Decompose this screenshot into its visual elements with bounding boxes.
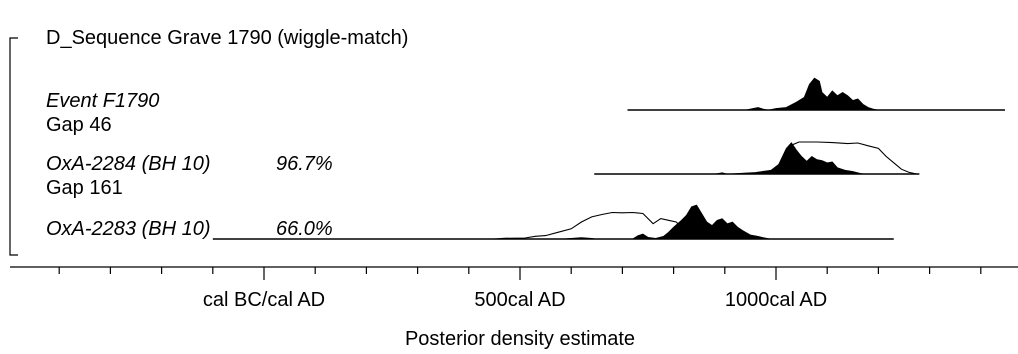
distribution-oxa2284 xyxy=(594,141,920,175)
posterior-event xyxy=(745,77,879,111)
label-oxa-2283: OxA-2283 (BH 10) xyxy=(46,218,211,240)
x-axis-label: Posterior density estimate xyxy=(405,328,635,350)
label-event-f1790: Event F1790 xyxy=(46,90,159,112)
sequence-bracket xyxy=(9,37,18,256)
tick-label-0: cal BC/cal AD xyxy=(203,289,325,311)
label-gap-46: Gap 46 xyxy=(46,114,112,136)
label-oxa-2284: OxA-2284 (BH 10) xyxy=(46,153,211,175)
chart-title: D_Sequence Grave 1790 (wiggle-match) xyxy=(46,27,408,49)
distribution-oxa2283 xyxy=(212,204,894,240)
plot-marks xyxy=(212,77,1005,240)
label-gap-161: Gap 161 xyxy=(46,177,123,199)
agreement-oxa-2284: 96.7% xyxy=(276,153,333,175)
agreement-oxa-2283: 66.0% xyxy=(276,218,333,240)
x-axis-ticks xyxy=(58,267,982,280)
posterior-oxa2283 xyxy=(560,204,771,240)
tick-label-500: 500cal AD xyxy=(474,289,565,311)
distribution-event xyxy=(627,77,1005,111)
prior-oxa2283 xyxy=(494,211,705,240)
prior-oxa2284 xyxy=(775,141,917,175)
tick-label-1000: 1000cal AD xyxy=(725,289,827,311)
